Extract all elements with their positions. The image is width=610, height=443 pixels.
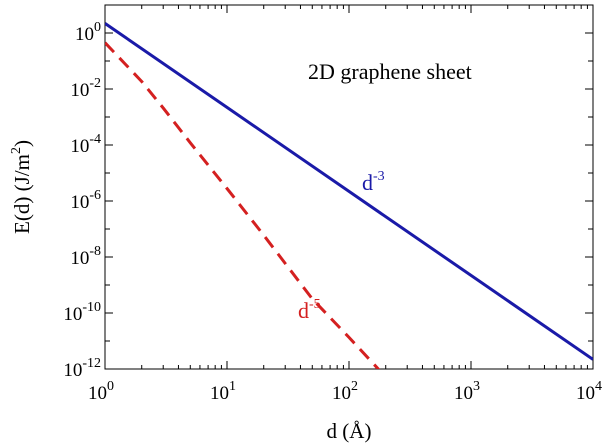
series-label-d3: d-3	[362, 169, 385, 195]
y-tick-label: 10-8	[70, 244, 101, 269]
x-tick-label: 104	[576, 379, 602, 404]
series-line-2	[105, 41, 381, 369]
x-tick-label: 102	[332, 379, 358, 404]
series-line-1	[105, 22, 593, 361]
x-tick-label: 103	[454, 379, 480, 404]
y-tick-label: 10-12	[63, 356, 101, 381]
y-axis-title: E(d) (J/m2)	[9, 140, 34, 234]
y-tick-label: 10-2	[70, 76, 101, 101]
y-tick-label: 10-10	[63, 300, 101, 325]
series-layer	[105, 22, 593, 369]
y-tick-label: 10-4	[70, 132, 101, 157]
axis-ticks	[104, 4, 594, 370]
y-tick-label: 100	[75, 20, 101, 45]
tick-labels: 100 101 102 103 104 100 10-2 10-4 10-6 10-8 10-10 1…	[63, 20, 602, 404]
x-tick-label: 101	[210, 379, 236, 404]
y-tick-label: 10-6	[70, 188, 101, 213]
annotation-graphene: 2D graphene sheet	[308, 59, 472, 84]
x-axis-title: d (Å)	[327, 419, 372, 443]
x-tick-label: 100	[88, 379, 114, 404]
series-label-d5: d-5	[298, 297, 321, 323]
